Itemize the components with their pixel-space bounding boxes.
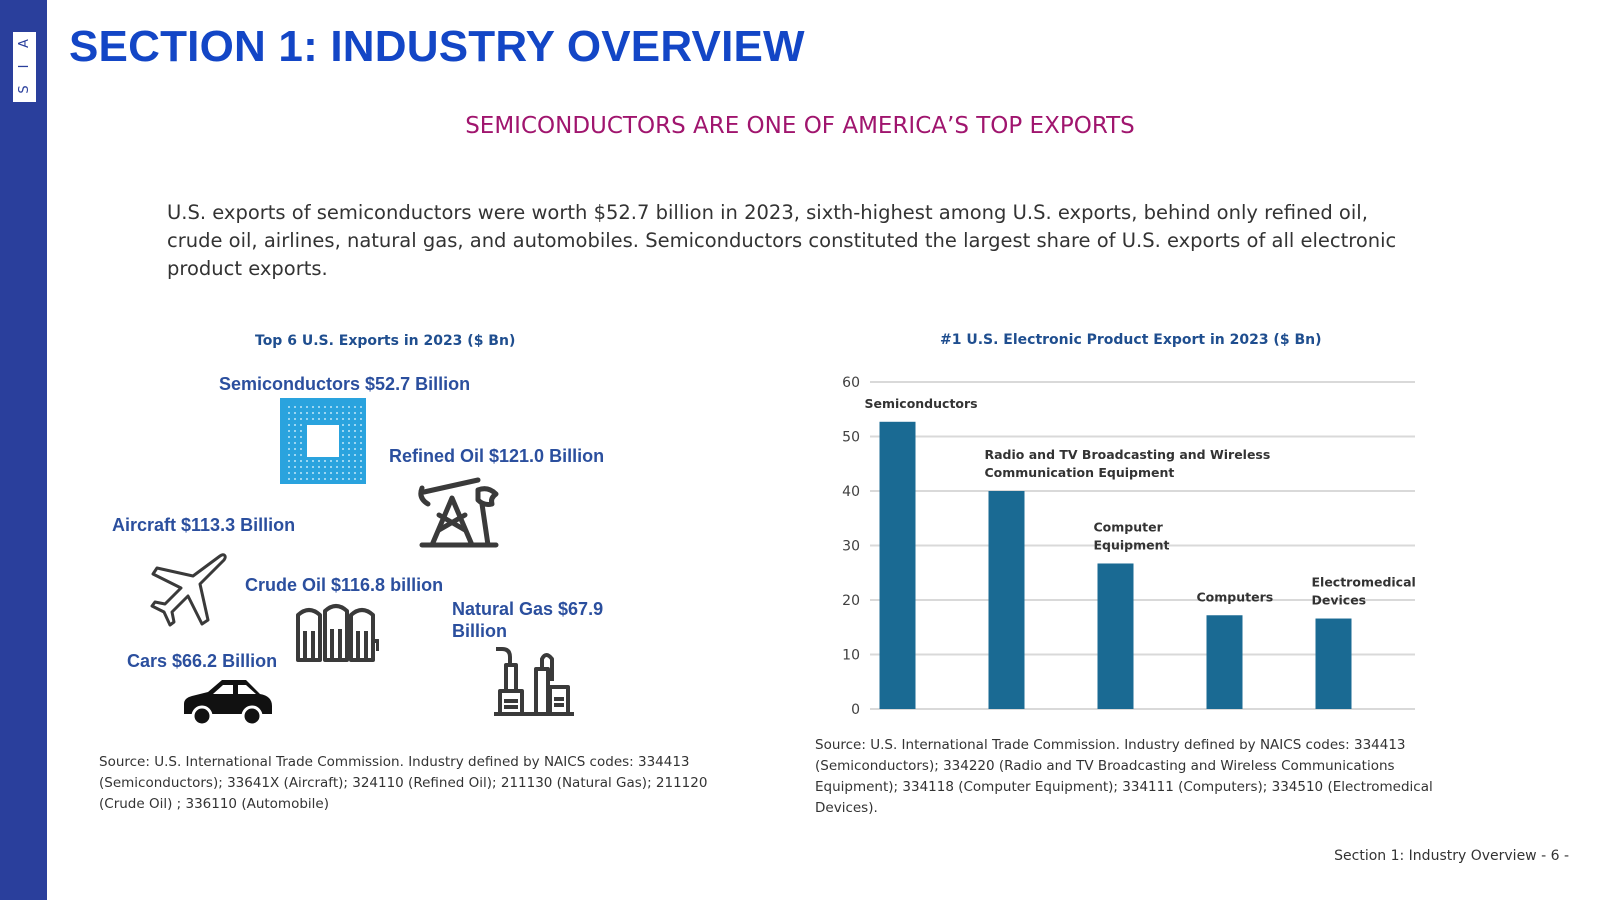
bar-label: Computers: [1197, 589, 1274, 604]
y-tick-label: 50: [842, 430, 860, 446]
left-panel-title: Top 6 U.S. Exports in 2023 ($ Bn): [255, 333, 516, 349]
natural-gas-label: Natural Gas $67.9 Billion: [452, 599, 604, 641]
page-footer: Section 1: Industry Overview - 6 -: [1334, 848, 1569, 864]
bar-label: Equipment: [1094, 537, 1170, 552]
cars-label: Cars $66.2 Billion: [127, 651, 278, 671]
chart-title: #1 U.S. Electronic Product Export in 202…: [940, 332, 1322, 348]
bar: [879, 421, 916, 709]
car-icon: [184, 680, 272, 726]
logo-letter: S: [17, 85, 32, 94]
oil-tanks-icon: [296, 604, 379, 662]
bar: [1206, 615, 1243, 709]
bar: [1097, 563, 1134, 709]
right-source-note: Source: U.S. International Trade Commiss…: [815, 737, 1433, 816]
y-tick-label: 60: [842, 375, 860, 391]
y-tick-label: 30: [842, 539, 860, 555]
bar-label: Radio and TV Broadcasting and Wireless: [985, 447, 1271, 462]
y-tick-label: 10: [842, 648, 860, 664]
bar-label: Semiconductors: [865, 396, 978, 411]
gas-plant-icon: [494, 647, 574, 716]
logo-letter: A: [17, 39, 32, 48]
airplane-icon: [150, 553, 227, 627]
bar: [988, 491, 1025, 709]
intro-paragraph: U.S. exports of semiconductors were wort…: [167, 201, 1397, 280]
bar: [1315, 618, 1352, 709]
bar-label: Computer: [1094, 519, 1164, 534]
crude-oil-label: Crude Oil $116.8 billion: [245, 575, 444, 595]
left-source-note: Source: U.S. International Trade Commiss…: [99, 754, 708, 812]
bar-label: Communication Equipment: [985, 465, 1175, 480]
semiconductors-label: Semiconductors $52.7 Billion: [219, 374, 471, 394]
y-tick-label: 20: [842, 593, 860, 609]
y-tick-label: 0: [851, 702, 860, 718]
page-title: SECTION 1: INDUSTRY OVERVIEW: [69, 22, 805, 71]
sia-logo: A I S: [13, 32, 36, 102]
chip-icon: [280, 398, 366, 484]
refined-oil-label: Refined Oil $121.0 Billion: [389, 446, 605, 466]
bar-label: Electromedical: [1312, 575, 1416, 590]
sidebar-band: [0, 0, 47, 900]
bar-chart: 0 10 20 30 40 50 60 Semiconductors Radio and TV …: [842, 375, 1416, 718]
page-subtitle: SEMICONDUCTORS ARE ONE OF AMERICA’S TOP …: [465, 113, 1135, 139]
aircraft-label: Aircraft $113.3 Billion: [112, 515, 296, 535]
oil-pump-icon: [418, 477, 499, 548]
bar-label: Devices: [1312, 593, 1367, 608]
logo-letter: I: [17, 64, 32, 69]
y-tick-label: 40: [842, 484, 860, 500]
